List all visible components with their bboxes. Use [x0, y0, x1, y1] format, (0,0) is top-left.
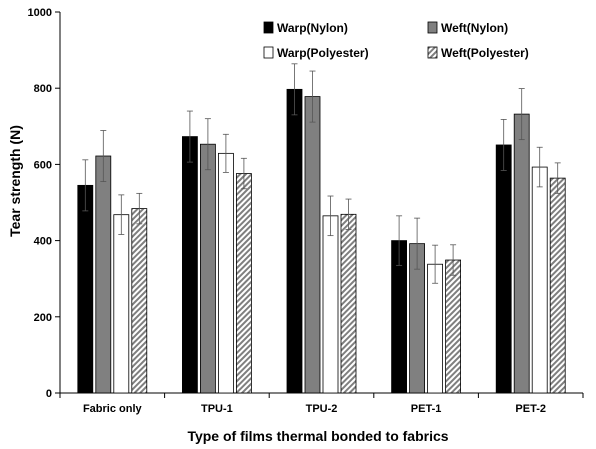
bar-weft-nylon-tpu-1 [199, 143, 216, 394]
bar-weft-polyester-pet-2 [549, 177, 566, 394]
x-tick-label: PET-1 [411, 403, 442, 415]
bar-warp-polyester-tpu-2 [322, 215, 339, 394]
bar-weft-polyester-tpu-1 [235, 173, 252, 394]
bar-warp-polyester-fabric-only [113, 214, 130, 394]
legend-swatch [263, 46, 274, 59]
y-tick-label: 400 [34, 236, 52, 248]
bar-warp-nylon-pet-2 [495, 144, 512, 394]
x-axis-title: Type of films thermal bonded to fabrics [187, 428, 448, 444]
legend-label: Warp(Polyester) [277, 46, 369, 60]
bar-weft-nylon-tpu-2 [304, 96, 321, 394]
legend-swatch [427, 46, 438, 59]
y-tick-label: 1000 [28, 7, 52, 19]
y-tick-label: 800 [34, 83, 52, 95]
bar-warp-polyester-tpu-1 [217, 152, 234, 394]
bar-weft-polyester-tpu-2 [340, 213, 357, 394]
x-tick-label: PET-2 [515, 403, 546, 415]
bar-weft-polyester-pet-1 [445, 259, 462, 394]
bar-weft-nylon-fabric-only [95, 155, 112, 394]
bar-weft-nylon-pet-2 [513, 113, 530, 394]
x-tick-label: TPU-1 [201, 403, 233, 415]
bar-weft-polyester-fabric-only [131, 208, 148, 394]
legend-label: Warp(Nylon) [277, 21, 348, 35]
bar-warp-nylon-tpu-1 [181, 136, 198, 394]
bar-warp-nylon-fabric-only [77, 184, 94, 394]
bar-warp-polyester-pet-2 [531, 166, 548, 394]
y-tick-label: 600 [34, 159, 52, 171]
y-tick-label: 200 [34, 312, 52, 324]
legend: Warp(Nylon) Weft(Nylon) Warp(Polyester) Wef… [263, 21, 529, 60]
legend-swatch [427, 21, 438, 34]
x-tick-label: TPU-2 [306, 403, 338, 415]
bars [77, 63, 566, 394]
legend-swatch [263, 21, 274, 34]
legend-label: Weft(Polyester) [441, 46, 529, 60]
y-tick-label: 0 [46, 388, 52, 400]
tick-labels: 0 200 400 600 800 1000 Fabric only TPU-1 TPU-2 PE… [28, 7, 546, 415]
x-tick-label: Fabric only [83, 403, 143, 415]
bar-warp-nylon-tpu-2 [286, 88, 303, 394]
legend-label: Weft(Nylon) [441, 21, 508, 35]
y-axis-title: Tear strength (N) [7, 125, 23, 237]
